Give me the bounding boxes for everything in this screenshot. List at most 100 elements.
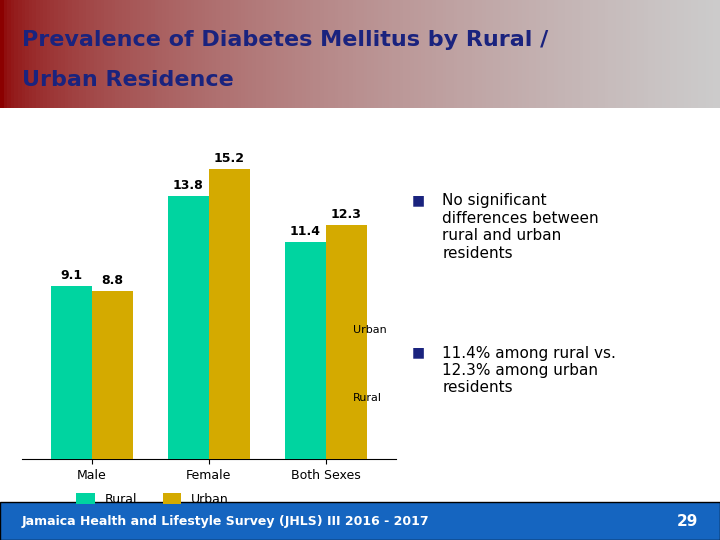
Text: No significant
differences between
rural and urban
residents: No significant differences between rural… [442,193,599,260]
Bar [670,0,673,108]
Bar [68,0,72,108]
Bar [0,0,4,108]
Bar [554,0,558,108]
Bar [122,0,126,108]
Bar [151,0,155,108]
Bar [493,0,497,108]
Bar [299,0,302,108]
Bar [320,0,324,108]
Bar [83,0,86,108]
Bar [526,0,529,108]
Bar [108,0,112,108]
Text: 11.4: 11.4 [290,225,321,238]
Bar [392,0,396,108]
Bar [490,0,493,108]
Bar [716,0,720,108]
Bar [468,0,472,108]
Bar [619,0,623,108]
Bar [691,0,695,108]
Bar [126,0,130,108]
Bar [198,0,202,108]
Bar [223,0,227,108]
Bar [461,0,464,108]
Bar [328,0,331,108]
Bar [58,0,61,108]
Bar [389,0,392,108]
Bar [72,0,76,108]
Bar [169,0,173,108]
Bar [637,0,641,108]
Bar [130,0,133,108]
Text: Urban: Urban [354,325,387,335]
Bar [36,0,40,108]
Bar [403,0,407,108]
Bar [594,0,598,108]
Bar [331,0,335,108]
Bar [443,0,446,108]
Bar [385,0,389,108]
Bar [371,0,374,108]
Text: Jamaica Health and Lifestyle Survey (JHLS) III 2016 - 2017: Jamaica Health and Lifestyle Survey (JHL… [22,515,429,528]
Bar [533,0,536,108]
Text: 8.8: 8.8 [102,274,123,287]
Bar [97,0,101,108]
Bar [644,0,648,108]
Text: Rural: Rural [354,393,382,403]
Bar [238,0,241,108]
Bar [90,0,94,108]
Bar [695,0,698,108]
Bar [277,0,281,108]
Bar [504,0,508,108]
Bar [302,0,306,108]
Bar [209,170,250,459]
Bar [439,0,443,108]
Bar [248,0,252,108]
Bar [673,0,677,108]
Bar [346,0,349,108]
Bar [230,0,234,108]
Bar [61,0,65,108]
Bar [94,0,97,108]
Bar [356,0,360,108]
Bar [374,0,378,108]
Bar [4,0,7,108]
Bar [547,0,551,108]
Bar [270,0,274,108]
Bar [158,0,162,108]
Bar [360,0,364,108]
Bar [112,0,115,108]
Bar [652,0,655,108]
Bar [266,0,270,108]
Bar [220,0,223,108]
Bar [558,0,562,108]
Bar [616,0,619,108]
Bar [648,0,652,108]
Bar [133,0,137,108]
Text: ■: ■ [412,193,425,207]
Bar [101,0,104,108]
Bar [234,0,238,108]
Bar [166,0,169,108]
Bar [587,0,590,108]
Bar [713,0,716,108]
Bar [325,225,366,459]
Bar [50,0,54,108]
Bar [86,0,90,108]
Bar [580,0,583,108]
Bar [245,0,248,108]
Bar [11,0,14,108]
Bar [511,0,515,108]
Text: 11.4% among rural vs.
12.3% among urban
residents: 11.4% among rural vs. 12.3% among urban … [442,346,616,395]
Bar [29,0,32,108]
Bar [464,0,468,108]
Bar [536,0,540,108]
Bar [684,0,688,108]
Bar [281,0,284,108]
Bar [634,0,637,108]
Bar [104,0,108,108]
Bar [565,0,569,108]
Bar [335,0,338,108]
Bar [252,0,256,108]
Bar [432,0,436,108]
Bar [562,0,565,108]
